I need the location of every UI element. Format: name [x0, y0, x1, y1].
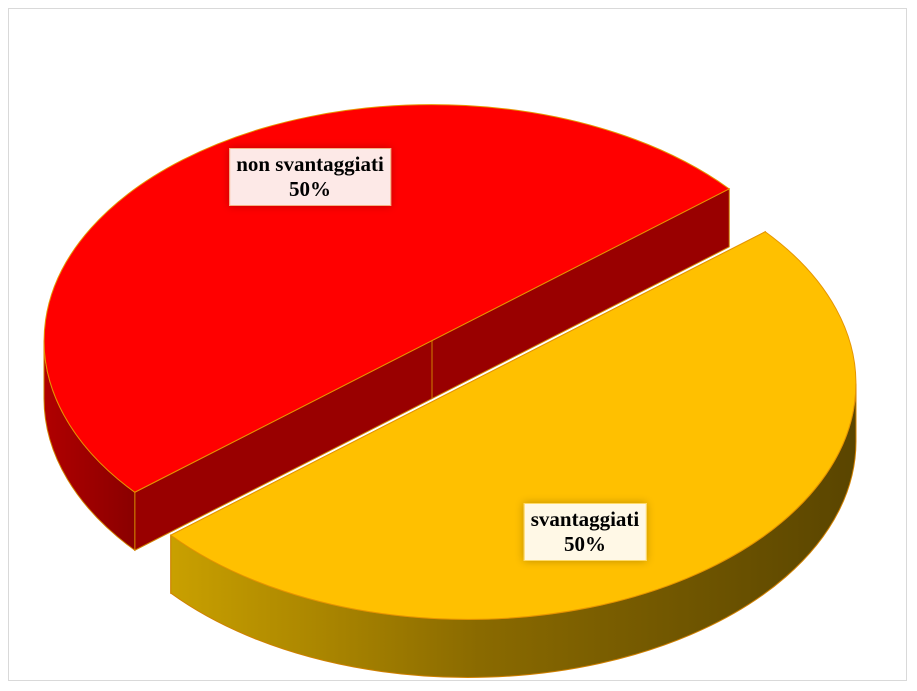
value-label: 50% [563, 532, 606, 556]
data-label: non svantaggiati 50% [229, 148, 391, 206]
chart-frame [8, 8, 907, 681]
data-label: svantaggiati 50% [523, 503, 647, 561]
slice [43, 104, 731, 493]
slice [169, 231, 857, 620]
value-label: 50% [289, 177, 331, 201]
category-label: non svantaggiati [236, 152, 384, 176]
category-label: svantaggiati [530, 507, 640, 531]
